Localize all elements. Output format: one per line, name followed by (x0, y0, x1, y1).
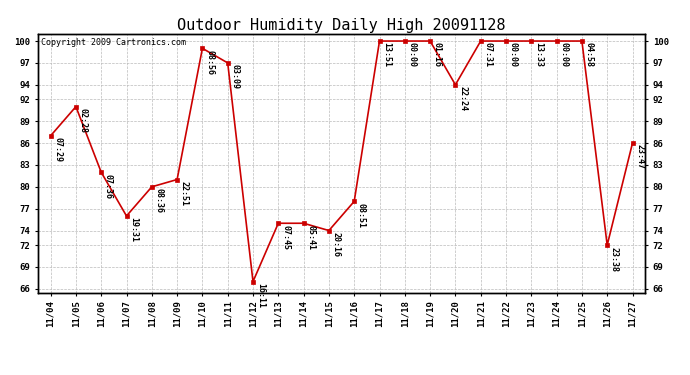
Text: 16:11: 16:11 (256, 283, 265, 308)
Text: 23:47: 23:47 (635, 144, 644, 170)
Text: 07:29: 07:29 (53, 137, 62, 162)
Text: 08:36: 08:36 (155, 188, 164, 213)
Text: Copyright 2009 Cartronics.com: Copyright 2009 Cartronics.com (41, 38, 186, 46)
Text: 00:00: 00:00 (509, 42, 518, 68)
Text: 19:31: 19:31 (129, 217, 138, 242)
Title: Outdoor Humidity Daily High 20091128: Outdoor Humidity Daily High 20091128 (177, 18, 506, 33)
Text: 08:51: 08:51 (357, 203, 366, 228)
Text: 01:16: 01:16 (433, 42, 442, 68)
Text: 03:09: 03:09 (230, 64, 239, 89)
Text: 02:28: 02:28 (79, 108, 88, 133)
Text: 22:24: 22:24 (458, 86, 467, 111)
Text: 20:16: 20:16 (332, 232, 341, 257)
Text: 13:51: 13:51 (382, 42, 391, 68)
Text: 13:33: 13:33 (534, 42, 543, 68)
Text: 08:56: 08:56 (205, 50, 214, 75)
Text: 22:51: 22:51 (180, 181, 189, 206)
Text: 04:58: 04:58 (584, 42, 593, 68)
Text: 05:41: 05:41 (306, 225, 315, 250)
Text: 23:38: 23:38 (610, 246, 619, 272)
Text: 07:36: 07:36 (104, 174, 113, 199)
Text: 00:00: 00:00 (408, 42, 417, 68)
Text: 07:45: 07:45 (281, 225, 290, 250)
Text: 00:00: 00:00 (560, 42, 569, 68)
Text: 07:31: 07:31 (484, 42, 493, 68)
